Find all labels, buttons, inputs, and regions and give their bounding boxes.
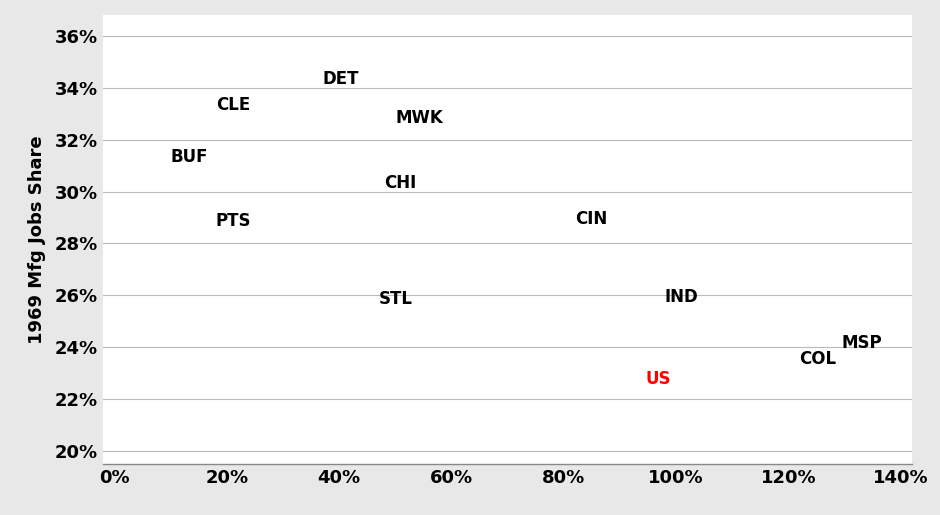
Text: MWK: MWK bbox=[396, 109, 443, 127]
Text: DET: DET bbox=[322, 70, 359, 88]
Y-axis label: 1969 Mfg Jobs Share: 1969 Mfg Jobs Share bbox=[28, 135, 46, 344]
Text: MSP: MSP bbox=[841, 334, 883, 352]
Text: US: US bbox=[645, 370, 670, 388]
Text: PTS: PTS bbox=[215, 212, 251, 230]
Text: CLE: CLE bbox=[215, 96, 250, 114]
Text: BUF: BUF bbox=[171, 148, 209, 166]
Text: CIN: CIN bbox=[575, 210, 607, 228]
Text: IND: IND bbox=[665, 287, 698, 305]
Text: STL: STL bbox=[379, 290, 413, 308]
Text: COL: COL bbox=[800, 350, 837, 368]
Text: CHI: CHI bbox=[384, 174, 416, 192]
